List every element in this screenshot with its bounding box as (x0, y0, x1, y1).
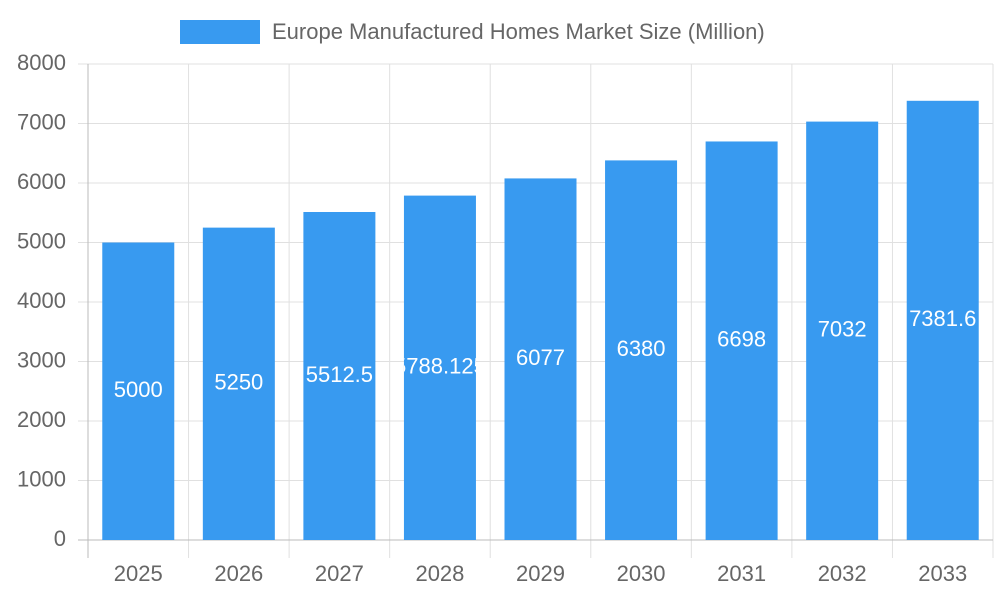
y-tick-label: 5000 (17, 228, 66, 253)
data-label: 5000 (114, 377, 163, 402)
y-tick-label: 1000 (17, 466, 66, 491)
bar (303, 212, 376, 540)
y-tick-label: 4000 (17, 288, 66, 313)
x-tick-label: 2030 (617, 561, 666, 586)
y-tick-label: 2000 (17, 407, 66, 432)
y-tick-label: 7000 (17, 109, 66, 134)
bar (202, 227, 275, 540)
bar (806, 121, 879, 540)
data-label: 5250 (214, 370, 263, 395)
legend-swatch (180, 20, 260, 44)
plot (102, 100, 979, 540)
bar (605, 160, 678, 540)
x-tick-label: 2033 (918, 561, 967, 586)
y-tick-label: 0 (54, 526, 66, 551)
x-tick-label: 2031 (717, 561, 766, 586)
data-label: 6380 (617, 336, 666, 361)
y-tick-label: 6000 (17, 169, 66, 194)
bar (906, 100, 979, 540)
y-tick-label: 8000 (17, 50, 66, 75)
bar (403, 195, 476, 540)
data-label: 7032 (818, 317, 867, 342)
x-tick-label: 2029 (516, 561, 565, 586)
bar (705, 141, 778, 540)
data-label: 6698 (717, 327, 766, 352)
data-label: 5512.5 (306, 362, 373, 387)
x-tick-label: 2032 (818, 561, 867, 586)
x-tick-label: 2026 (214, 561, 263, 586)
bar (504, 178, 577, 540)
x-tick-label: 2028 (415, 561, 464, 586)
y-tick-label: 3000 (17, 347, 66, 372)
legend-label: Europe Manufactured Homes Market Size (M… (272, 19, 765, 44)
data-label: 5788.125 (394, 354, 486, 379)
x-tick-label: 2025 (114, 561, 163, 586)
data-label: 6077 (516, 345, 565, 370)
data-label: 7381.6 (909, 306, 976, 331)
x-tick-label: 2027 (315, 561, 364, 586)
bar (102, 242, 175, 540)
